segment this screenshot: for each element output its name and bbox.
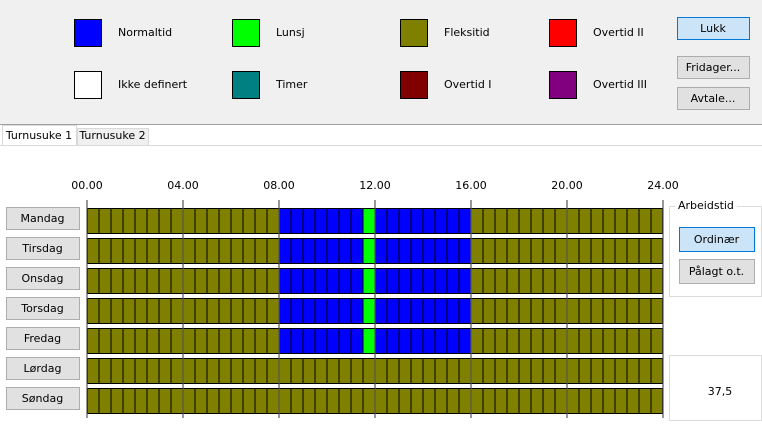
option-button-label: Ordinær: [694, 233, 740, 246]
time-segment: [279, 268, 363, 294]
option-button-label: Pålagt o.t.: [689, 265, 744, 278]
button[interactable]: [677, 17, 750, 40]
time-segment: [363, 328, 375, 354]
legend-swatch: [74, 71, 102, 99]
day-button-label: Fredag: [24, 332, 61, 345]
time-segment: [363, 268, 375, 294]
legend-swatch: [549, 71, 577, 99]
axis-label: 16.00: [455, 179, 487, 192]
day-button[interactable]: [6, 327, 80, 350]
axis-label: 04.00: [167, 179, 199, 192]
axis-label: 08.00: [263, 179, 295, 192]
group-title: Arbeidstid: [678, 199, 734, 212]
day-button[interactable]: [6, 237, 80, 260]
legend-swatch: [549, 19, 577, 47]
day-button[interactable]: [6, 357, 80, 380]
time-segment: [279, 328, 363, 354]
time-segment: [279, 238, 363, 264]
axis-label: 12.00: [359, 179, 391, 192]
button-label: Lukk: [700, 22, 726, 35]
day-button-label: Torsdag: [20, 302, 64, 315]
day-button-label: Mandag: [21, 212, 65, 225]
legend-swatch: [232, 71, 260, 99]
day-button-label: Lørdag: [24, 362, 62, 375]
day-button-label: Onsdag: [21, 272, 63, 285]
day-button[interactable]: [6, 207, 80, 230]
time-segment: [363, 238, 375, 264]
option-button[interactable]: [679, 259, 755, 284]
legend-label: Ikke definert: [118, 78, 188, 91]
day-button[interactable]: [6, 387, 80, 410]
legend-label: Lunsj: [276, 26, 305, 39]
button-label: Fridager...: [686, 61, 741, 74]
legend-label: Normaltid: [118, 26, 172, 39]
legend-label: Overtid II: [593, 26, 644, 39]
legend-swatch: [74, 19, 102, 47]
tab-label: Turnusuke 2: [78, 129, 145, 142]
legend-swatch: [232, 19, 260, 47]
legend-label: Overtid III: [593, 78, 647, 91]
tab[interactable]: [2, 125, 77, 146]
tab[interactable]: [77, 128, 149, 146]
time-segment: [279, 208, 363, 234]
button[interactable]: [677, 56, 750, 79]
button[interactable]: [677, 87, 750, 110]
time-segment: [363, 208, 375, 234]
day-button[interactable]: [6, 297, 80, 320]
legend-label: Timer: [275, 78, 308, 91]
day-button-label: Tirsdag: [21, 242, 62, 255]
axis-label: 00.00: [71, 179, 103, 192]
button-label: Avtale...: [691, 92, 736, 105]
axis-label: 24.00: [647, 179, 679, 192]
total: 37,5: [708, 385, 733, 398]
group-title-bg: [675, 200, 737, 212]
legend-swatch: [400, 71, 428, 99]
legend-panel: [0, 0, 762, 124]
legend-label: Overtid I: [444, 78, 492, 91]
day-button[interactable]: [6, 267, 80, 290]
day-button-label: Søndag: [22, 392, 63, 405]
legend-label: Fleksitid: [444, 26, 490, 39]
time-segment: [363, 298, 375, 324]
tab-label: Turnusuke 1: [5, 129, 72, 142]
legend-swatch: [400, 19, 428, 47]
axis-label: 20.00: [551, 179, 583, 192]
time-segment: [279, 298, 363, 324]
option-button[interactable]: [679, 227, 755, 252]
